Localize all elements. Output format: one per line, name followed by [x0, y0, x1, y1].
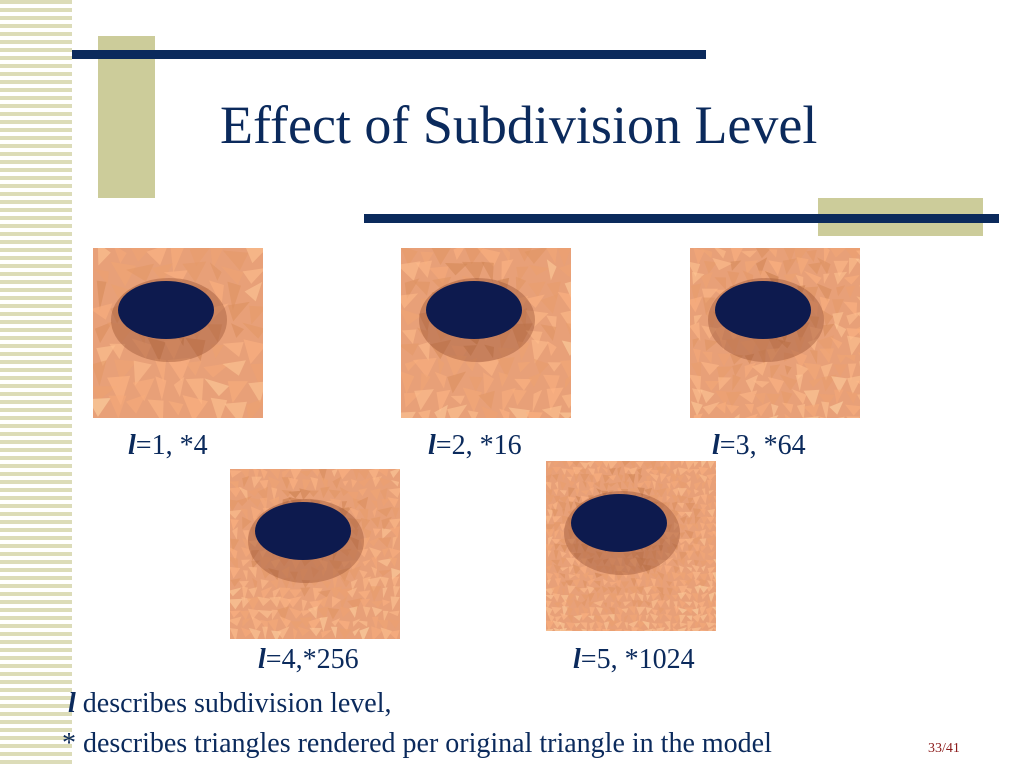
- decorative-stripes: [0, 0, 72, 768]
- hole: [715, 281, 811, 339]
- surface-facets: [230, 469, 400, 639]
- hole: [426, 281, 522, 339]
- surface-facets: [546, 461, 716, 631]
- slide-title: Effect of Subdivision Level: [220, 95, 818, 155]
- note-variable: l: [68, 688, 76, 719]
- figure-panel-level-2: [401, 248, 571, 418]
- figure-panel-level-4: [230, 469, 400, 639]
- figure-caption-level-3: l=3, *64: [712, 432, 806, 460]
- figure-caption-level-2: l=2, *16: [428, 432, 522, 460]
- note-line-1: l describes subdivision level,: [68, 690, 392, 718]
- caption-variable: l: [128, 430, 136, 461]
- figure-panel-level-5: [546, 461, 716, 631]
- figure-panel-level-3: [690, 248, 860, 418]
- hole: [118, 281, 214, 339]
- hole: [571, 494, 667, 552]
- surface-render: [401, 248, 571, 418]
- surface-facets: [690, 248, 860, 418]
- decorative-line-right: [364, 214, 999, 223]
- decorative-block-top: [98, 36, 155, 198]
- caption-variable: l: [712, 430, 720, 461]
- caption-variable: l: [428, 430, 436, 461]
- decorative-line-top: [72, 50, 706, 59]
- figure-caption-level-1: l=1, *4: [128, 432, 208, 460]
- page-number: 33/41: [928, 741, 960, 756]
- note-line-2: * describes triangles rendered per origi…: [62, 730, 772, 758]
- hole: [255, 502, 351, 560]
- figure-panel-level-1: [93, 248, 263, 418]
- surface-render: [546, 461, 716, 631]
- figure-caption-level-5: l=5, *1024: [573, 646, 695, 674]
- surface-render: [690, 248, 860, 418]
- caption-text: =5, *1024: [580, 644, 695, 675]
- caption-variable: l: [573, 644, 581, 675]
- note-text: * describes triangles rendered per origi…: [62, 728, 772, 759]
- caption-text: =3, *64: [719, 430, 806, 461]
- surface-render: [230, 469, 400, 639]
- caption-variable: l: [258, 644, 266, 675]
- caption-text: =1, *4: [135, 430, 208, 461]
- figure-caption-level-4: l=4,*256: [258, 646, 359, 674]
- note-text: describes subdivision level,: [75, 688, 392, 719]
- caption-text: =2, *16: [435, 430, 522, 461]
- caption-text: =4,*256: [265, 644, 359, 675]
- surface-render: [93, 248, 263, 418]
